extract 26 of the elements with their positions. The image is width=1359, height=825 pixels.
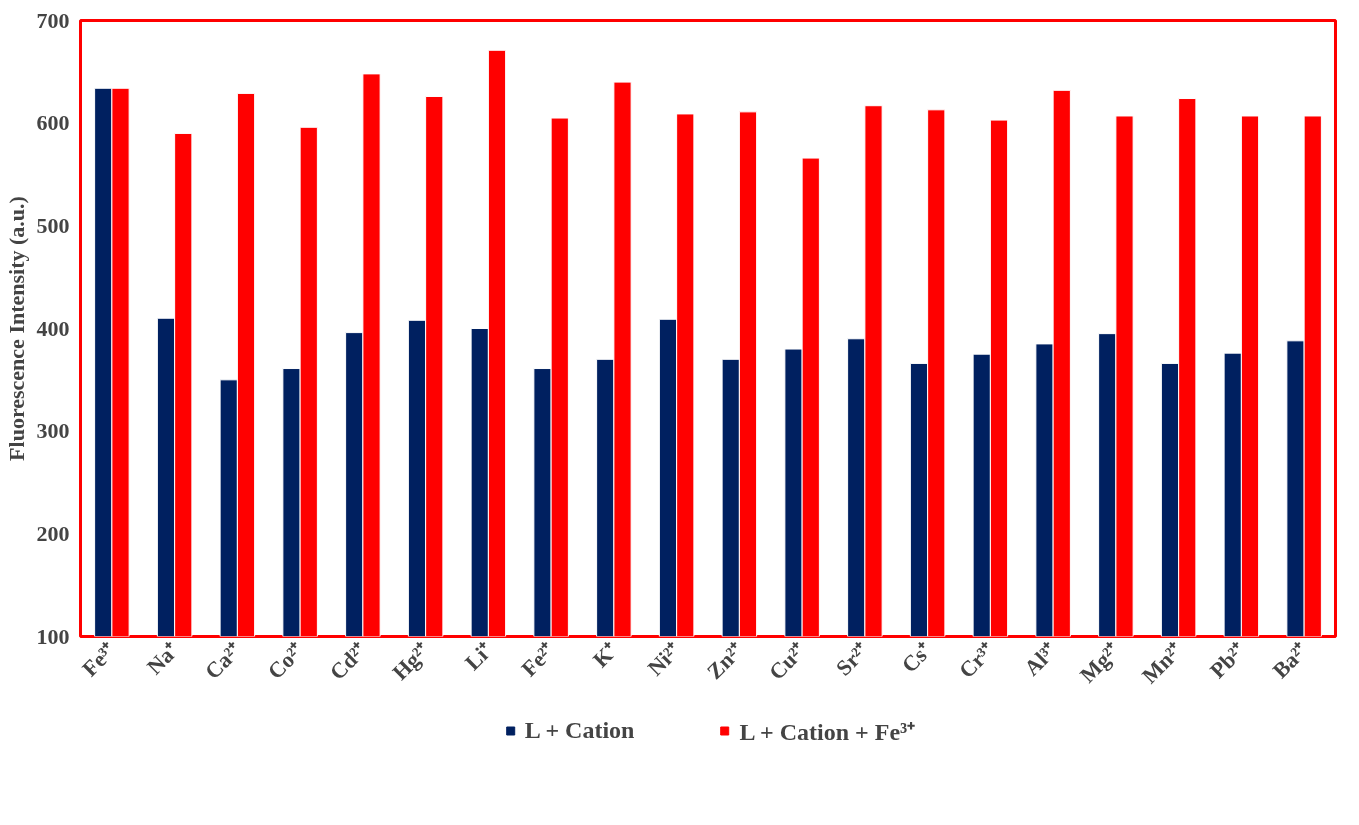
x-tick-label: Na⁺ (141, 636, 185, 680)
x-tick-label: Ni²⁺ (642, 636, 687, 681)
y-tick-label: 100 (36, 623, 70, 649)
x-tick-label: Al³⁺ (1019, 636, 1063, 681)
x-tick-label: Pb²⁺ (1204, 636, 1251, 684)
x-tick-label: K⁺ (587, 636, 624, 673)
x-tick-label: Cu²⁺ (763, 636, 812, 685)
y-tick-label: 600 (36, 110, 70, 136)
x-tick-label: Fe²⁺ (516, 636, 561, 682)
legend-label: L + Cation (524, 716, 635, 744)
x-tick-label: Fe³⁺ (77, 636, 122, 682)
y-axis-title: Fluorescence Intensity (a.u.) (3, 196, 29, 461)
x-tick-label: Co²⁺ (262, 636, 310, 684)
x-tick-label: Cd²⁺ (324, 636, 373, 685)
x-tick-label: Ca²⁺ (199, 636, 247, 684)
x-tick-label: Sr²⁺ (830, 636, 875, 681)
y-tick-label: 500 (36, 212, 70, 238)
x-tick-label: Cr³⁺ (953, 636, 1000, 684)
x-tick-label: Ba²⁺ (1267, 636, 1314, 684)
y-tick-label: 400 (36, 315, 70, 341)
y-tick-label: 200 (36, 520, 70, 546)
legend-label: L + Cation + Fe³⁺ (739, 717, 916, 747)
y-tick-label: 300 (36, 418, 70, 444)
x-tick-label: Cs⁺ (896, 636, 938, 678)
y-tick-label: 700 (36, 7, 70, 33)
x-tick-label: Li⁺ (459, 636, 498, 675)
